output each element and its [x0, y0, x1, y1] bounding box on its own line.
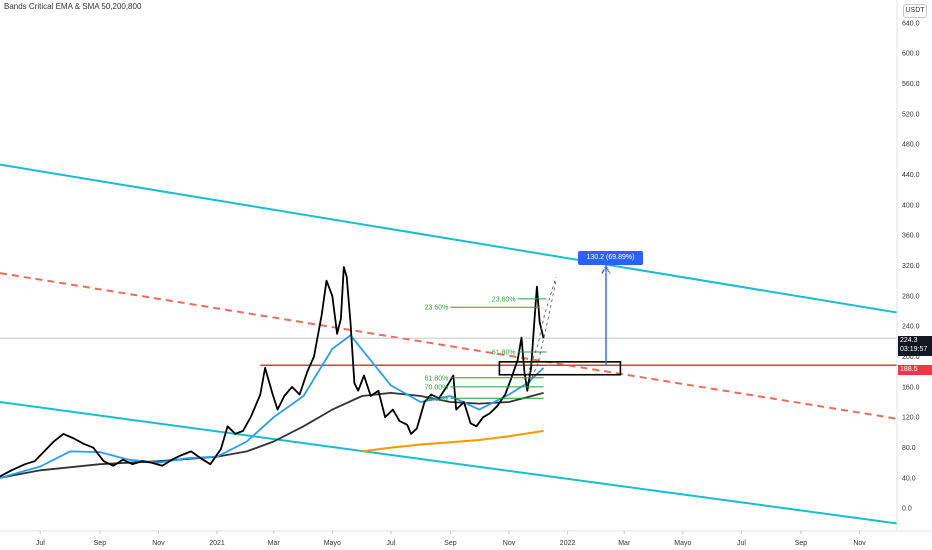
study-title[interactable]: Bands Critical EMA & SMA 50,200,800 — [4, 2, 142, 11]
bar-countdown: 03:19:57 — [900, 346, 928, 353]
price-tick-label: 240.0 — [902, 324, 920, 331]
plot-area[interactable]: 23.60% 23.60% 61.80% 61.80% 70.00% 78.60% — [0, 163, 898, 525]
time-tick-label: Mayo — [324, 540, 341, 547]
price-tick-label: 440.0 — [902, 172, 920, 179]
price-tick-label: 160.0 — [902, 384, 920, 391]
zone-box[interactable] — [498, 361, 622, 376]
currency-badge[interactable]: USDT — [903, 4, 927, 18]
last-price-tag: 224.3 03:19:57 — [898, 336, 932, 356]
channel-line-mid[interactable] — [0, 272, 898, 420]
fib-level-label: 61.80% — [492, 349, 516, 356]
series-line-sma800[interactable] — [361, 429, 544, 453]
price-tick-label: 200.0 — [902, 354, 920, 361]
price-tick-label: 320.0 — [902, 263, 920, 270]
time-tick-label: Mar — [618, 540, 631, 547]
price-tick-label: 0.0 — [902, 506, 912, 513]
fib-level-label: 61.80% — [425, 375, 449, 382]
price-tick-label: 120.0 — [902, 415, 920, 422]
time-tick-label: Jul — [386, 540, 395, 547]
measure-arrow-head — [601, 265, 611, 274]
series-line-price[interactable] — [0, 266, 545, 478]
price-axis[interactable]: 0.0 40.0 80.0 120.0 160.0 200.0 240.0 280.0 320.… — [902, 20, 920, 512]
price-tick-label: 360.0 — [902, 233, 920, 240]
price-tick-label: 600.0 — [902, 51, 920, 58]
time-axis[interactable]: Jul Sep Nov 2021 Mar Mayo Jul Sep Nov 2022 Mar Mayo… — [36, 531, 866, 547]
last-price-value: 224.3 — [900, 337, 918, 344]
price-tick-label: 560.0 — [902, 81, 920, 88]
level-price-tag: 188.5 — [898, 365, 932, 375]
channel-line-lower[interactable] — [0, 401, 898, 525]
price-tick-label: 480.0 — [902, 142, 920, 149]
fib-level-label: 70.00% — [425, 384, 449, 391]
time-tick-label: Nov — [152, 540, 165, 547]
price-tick-label: 640.0 — [902, 20, 920, 27]
time-tick-label: Sep — [795, 540, 808, 547]
fib-level-label: 78.60% — [425, 396, 449, 403]
price-tick-label: 80.0 — [902, 445, 916, 452]
time-tick-label: Nov — [853, 540, 866, 547]
time-tick-label: Mayo — [674, 540, 691, 547]
time-tick-label: 2021 — [209, 540, 225, 547]
price-tick-label: 40.0 — [902, 475, 916, 482]
time-tick-label: Sep — [444, 540, 457, 547]
series-line-ema50[interactable] — [0, 334, 545, 479]
fib-level-label: 23.60% — [425, 305, 449, 312]
time-tick-label: Jul — [36, 540, 45, 547]
price-tick-label: 280.0 — [902, 293, 920, 300]
measure-label[interactable]: 130.2 (69.89%) 1302 — [578, 251, 643, 275]
time-tick-label: Mar — [268, 540, 281, 547]
price-tick-label: 400.0 — [902, 202, 920, 209]
time-tick-label: Nov — [503, 540, 516, 547]
projection-curve[interactable] — [526, 280, 557, 389]
time-tick-label: Sep — [94, 540, 107, 547]
time-tick-label: 2022 — [560, 540, 576, 547]
price-tick-label: 520.0 — [902, 111, 920, 118]
time-tick-label: Jul — [737, 540, 746, 547]
fib-level-label: 23.60% — [492, 296, 516, 303]
channel-line-upper[interactable] — [0, 163, 898, 314]
